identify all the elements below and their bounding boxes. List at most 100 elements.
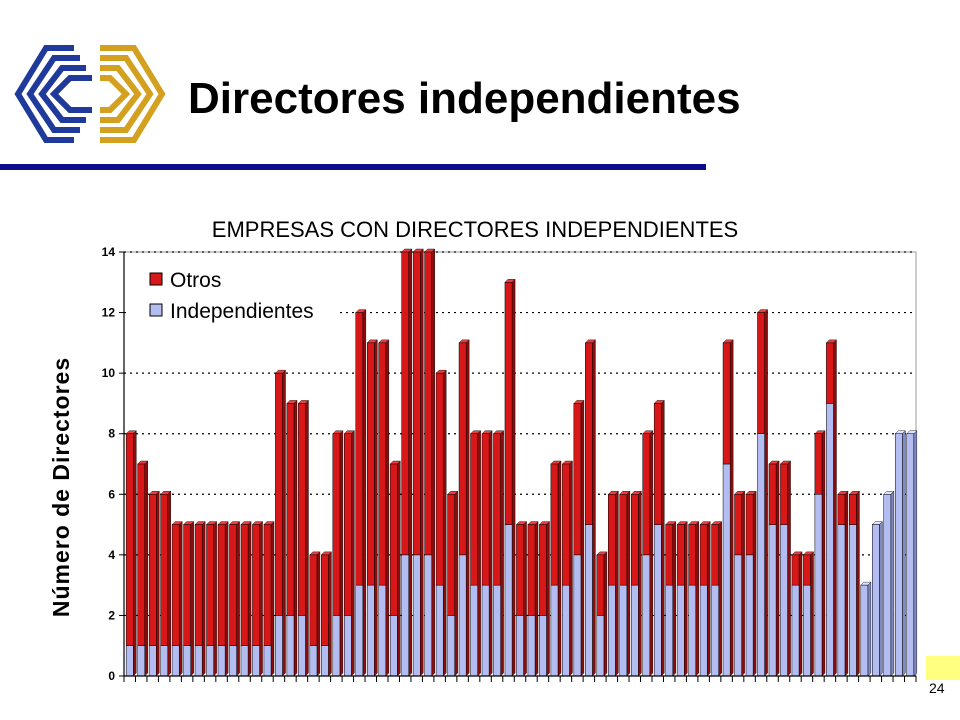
bar-side (305, 399, 309, 677)
bar-independientes (653, 524, 662, 677)
bar-otros (378, 342, 387, 586)
bar-side (443, 369, 447, 677)
bar-independientes (516, 615, 524, 677)
bar-side (580, 399, 585, 677)
bar-otros (837, 494, 846, 525)
bar-independientes (344, 615, 352, 677)
bar-independientes (435, 584, 444, 677)
bar-side (190, 521, 194, 677)
bar-otros (791, 554, 800, 586)
bar-otros (229, 524, 237, 646)
bar-otros (803, 554, 811, 586)
bar-otros (711, 524, 719, 586)
bar-otros (252, 524, 260, 646)
bar-side (133, 430, 137, 677)
bar-otros (527, 524, 536, 616)
bar-otros (516, 524, 524, 616)
bar-otros (321, 554, 329, 646)
bar-independientes (458, 554, 467, 677)
bar-independientes (229, 645, 237, 677)
bar-side (374, 339, 378, 677)
bar-side (167, 490, 171, 677)
bar-otros (619, 494, 628, 586)
legend-swatch-independientes (149, 303, 163, 317)
bar-otros (160, 494, 168, 646)
bar-otros (298, 403, 306, 616)
bar-independientes (803, 584, 811, 677)
bar-otros (665, 524, 674, 586)
stacked-bar-chart: EMPRESAS CON DIRECTORES INDEPENDIENTES N… (48, 217, 918, 683)
bar-independientes (401, 554, 410, 677)
bar-independientes (217, 645, 226, 677)
bar-independientes (194, 645, 203, 677)
bar-side (488, 430, 493, 677)
bar-side (661, 399, 665, 677)
bar-independientes (837, 524, 846, 677)
bar-independientes (309, 645, 318, 677)
y-tick-label: 10 (102, 366, 116, 380)
bar-independientes (539, 615, 547, 677)
bar-side (144, 460, 148, 677)
bar-independientes (768, 524, 777, 677)
bar-independientes (366, 584, 375, 677)
bar-otros (745, 494, 754, 556)
bar-side (523, 521, 527, 677)
bar-side (328, 551, 332, 677)
bar-otros (240, 524, 249, 646)
bar-otros (424, 251, 432, 556)
bar-side (282, 369, 286, 677)
legend-label-otros: Otros (170, 269, 221, 292)
bar-independientes (183, 645, 191, 677)
bar-otros (780, 463, 788, 525)
bar-side (431, 248, 435, 677)
bar-otros (206, 524, 214, 646)
bar-independientes (883, 494, 892, 677)
bar-independientes (894, 433, 903, 677)
bar-side (477, 430, 481, 677)
bar-independientes (699, 584, 708, 677)
bar-independientes (711, 584, 719, 677)
bar-otros (183, 524, 191, 646)
bar-independientes (791, 584, 800, 677)
bar-independientes (849, 524, 857, 677)
bar-side (259, 521, 263, 677)
bar-otros (194, 524, 203, 646)
bar-side (729, 339, 734, 677)
bar-independientes (332, 615, 341, 677)
bar-side (362, 309, 367, 677)
bar-otros (275, 372, 283, 616)
company-logo-icon (14, 42, 182, 151)
bar-otros (826, 342, 834, 404)
bar-otros (630, 494, 639, 586)
bar-side (247, 521, 252, 677)
bar-side (546, 521, 550, 677)
bar-otros (125, 433, 134, 646)
bar-otros (481, 433, 490, 586)
legend-swatch-otros (149, 272, 163, 286)
bar-side (649, 430, 654, 677)
bar-independientes (757, 433, 765, 677)
legend: Otros Independientes (128, 260, 338, 326)
bar-otros (596, 554, 605, 616)
bar-independientes (378, 584, 387, 677)
bar-independientes (780, 524, 788, 677)
bar-independientes (125, 645, 134, 677)
bar-independientes (826, 403, 834, 677)
bar-otros (171, 524, 180, 646)
bar-otros (676, 524, 685, 586)
bar-otros (493, 433, 501, 586)
bar-side (787, 460, 791, 677)
y-tick-label: 2 (108, 608, 115, 622)
bar-side (695, 521, 699, 677)
chart-container: EMPRESAS CON DIRECTORES INDEPENDIENTES N… (0, 200, 960, 695)
bar-independientes (206, 645, 214, 677)
bar-otros (849, 494, 857, 525)
bar-independientes (275, 615, 283, 677)
bar-independientes (424, 554, 432, 677)
bar-side (752, 490, 757, 677)
bar-side (684, 521, 688, 677)
bar-otros (608, 494, 616, 586)
bar-side (511, 278, 516, 677)
bar-otros (344, 433, 352, 616)
corner-highlight (926, 656, 960, 680)
